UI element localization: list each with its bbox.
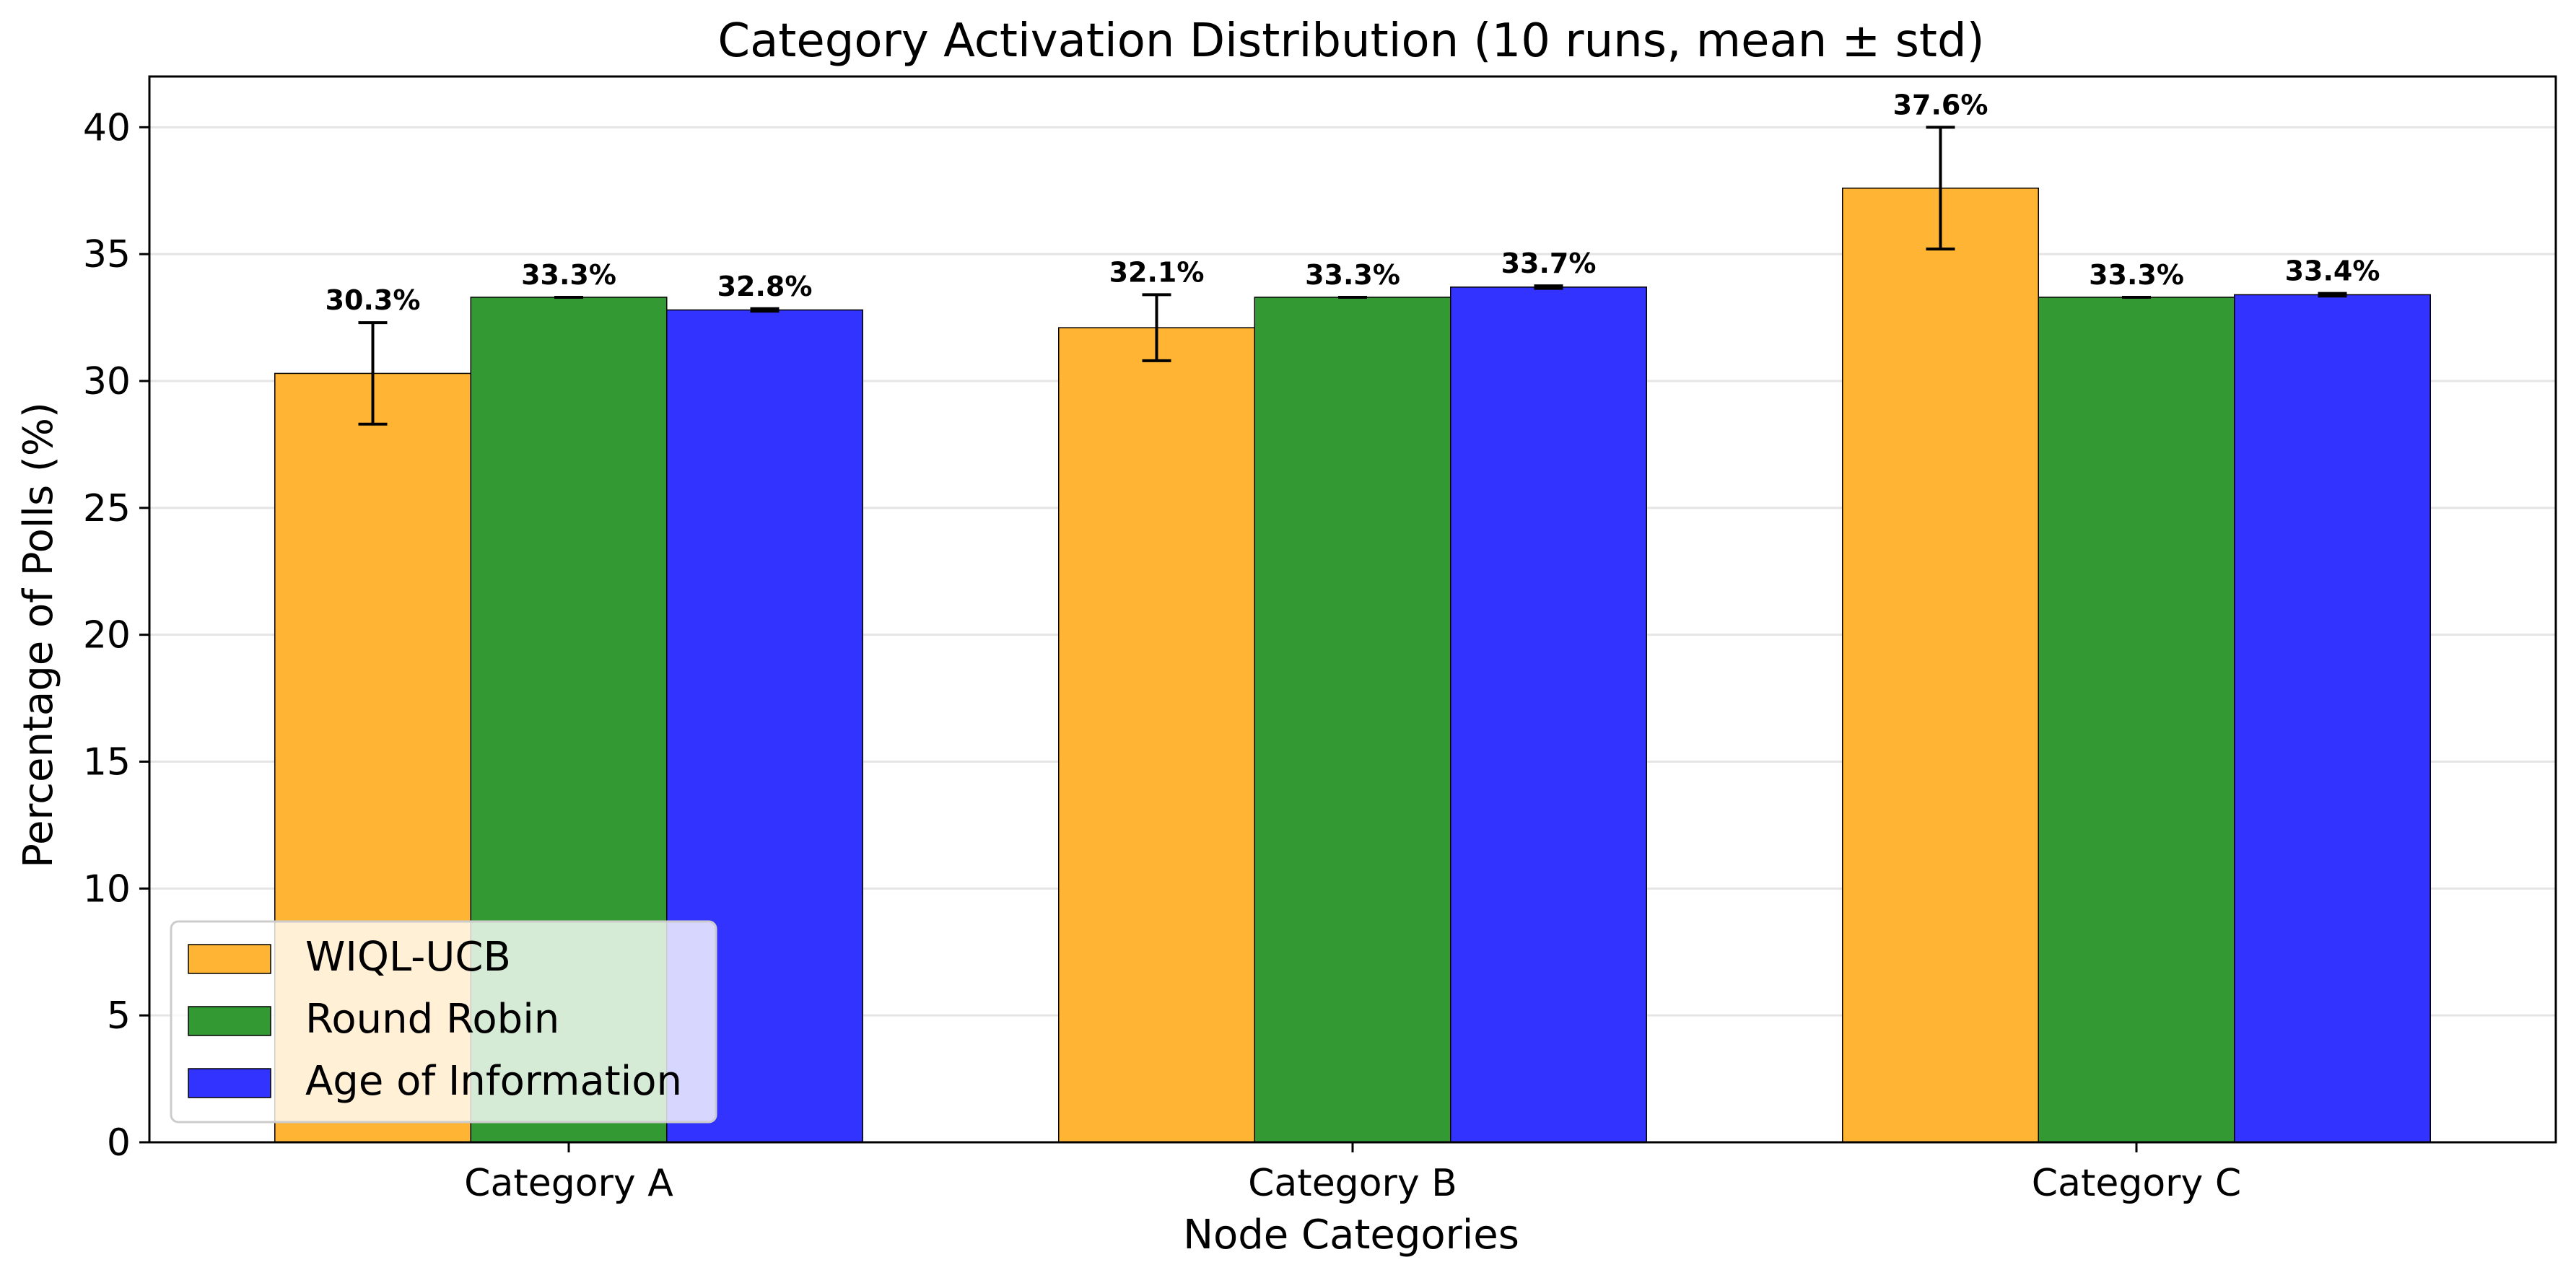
bar-value-label: 33.3% xyxy=(521,259,616,291)
x-tick-label: Category C xyxy=(2032,1162,2241,1205)
y-tick-label: 20 xyxy=(83,614,131,657)
plot-frame xyxy=(148,75,2557,1144)
error-bars xyxy=(358,126,2347,426)
y-tick-label: 25 xyxy=(83,487,131,530)
y-tick-label: 5 xyxy=(107,994,131,1038)
bar xyxy=(1254,297,1451,1143)
x-tick-label: Category B xyxy=(1248,1162,1457,1205)
bar-value-label: 33.4% xyxy=(2285,255,2380,287)
legend-entry-label: WIQL-UCB xyxy=(305,934,511,981)
bar xyxy=(1449,286,1647,1143)
bar-value-label: 33.7% xyxy=(1501,248,1597,279)
legend: WIQL-UCB Round Robin Age of Information xyxy=(170,920,717,1124)
legend-swatch xyxy=(188,1006,271,1036)
chart-title: Category Activation Distribution (10 run… xyxy=(717,14,1984,68)
bar-value-label: 33.3% xyxy=(1305,259,1400,291)
bar-value-label: 32.8% xyxy=(717,271,813,302)
bar xyxy=(2233,294,2431,1143)
y-tick-label: 0 xyxy=(107,1121,131,1165)
bar-value-label: 32.1% xyxy=(1109,256,1205,288)
y-tick-label: 10 xyxy=(83,867,131,911)
axes: 0 5 10 15 20 25 30 35 40 Category A Category B Cate… xyxy=(83,75,2557,1205)
legend-entry-label: Age of Information xyxy=(305,1058,682,1105)
legend-box xyxy=(170,920,717,1124)
bar-value-labels: 30.3% 33.3% 32.8% 32.1% 33.3% 33.7% 37.6% 33.3%… xyxy=(326,89,2380,316)
y-tick-label: 30 xyxy=(83,360,131,403)
legend-swatch xyxy=(188,944,271,974)
x-tick-label: Category A xyxy=(464,1162,673,1205)
y-tick-label: 40 xyxy=(83,106,131,149)
bar xyxy=(1058,327,1256,1143)
y-axis-label: Percentage of Polls (%) xyxy=(15,402,62,868)
bar-value-label: 30.3% xyxy=(326,284,421,316)
y-tick-label: 35 xyxy=(83,233,131,276)
bar-value-label: 37.6% xyxy=(1893,89,1988,121)
legend-entry-label: Round Robin xyxy=(305,996,559,1043)
bar xyxy=(1841,187,2039,1143)
legend-swatch xyxy=(188,1068,271,1098)
y-tick-label: 15 xyxy=(83,741,131,784)
x-axis-label: Node Categories xyxy=(1183,1212,1519,1258)
bar xyxy=(2038,297,2235,1143)
bar-value-label: 33.3% xyxy=(2089,259,2184,291)
